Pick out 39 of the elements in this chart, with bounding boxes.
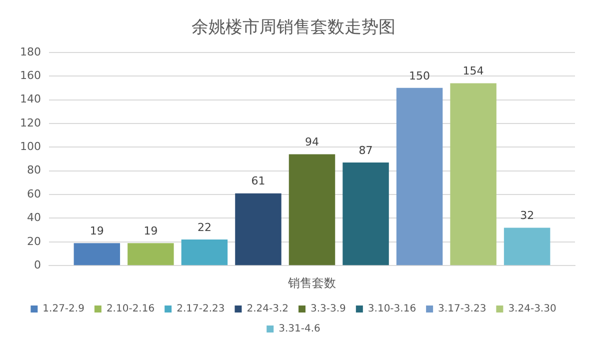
data-label: 19 [144,224,158,238]
legend-label: 2.17-2.23 [176,304,225,315]
data-label: 154 [462,64,484,78]
legend-label: 3.3-3.9 [310,304,346,315]
y-tick-label: 40 [26,211,41,224]
bar [396,88,443,266]
y-tick-label: 160 [20,68,41,82]
y-tick-label: 100 [20,140,41,154]
bar [504,228,550,266]
y-tick-label: 60 [26,187,41,200]
bar [235,193,282,266]
data-label: 19 [90,224,104,238]
y-tick-label: 0 [34,258,41,272]
bar [128,243,174,266]
y-tick-label: 20 [26,234,41,248]
data-label: 87 [358,144,373,157]
bar [342,162,389,266]
bar [181,240,228,266]
legend-label: 3.31-4.6 [278,324,320,335]
legend-label: 2.10-2.16 [106,304,155,315]
bar [74,243,120,266]
y-tick-label: 140 [20,92,41,106]
y-tick-label: 180 [20,45,41,58]
data-label: 94 [305,136,319,149]
y-tick-label: 80 [26,164,41,177]
legend-label: 2.24-3.2 [246,304,289,315]
chart-title: 余姚楼市周销售套数走势图 [192,18,396,38]
bar [288,154,336,266]
x-tick-label: 销售套数 [287,276,336,290]
data-label: 61 [251,174,266,188]
legend-label: 1.27-2.9 [42,304,84,315]
legend-label: 3.24-3.30 [508,304,556,315]
data-label: 32 [520,209,534,222]
data-label: 22 [197,220,212,234]
bar [450,83,496,266]
legend-label: 3.10-3.16 [368,304,416,315]
data-label: 150 [409,69,430,82]
y-tick-label: 120 [20,116,41,130]
legend-label: 3.17-3.23 [438,304,486,315]
